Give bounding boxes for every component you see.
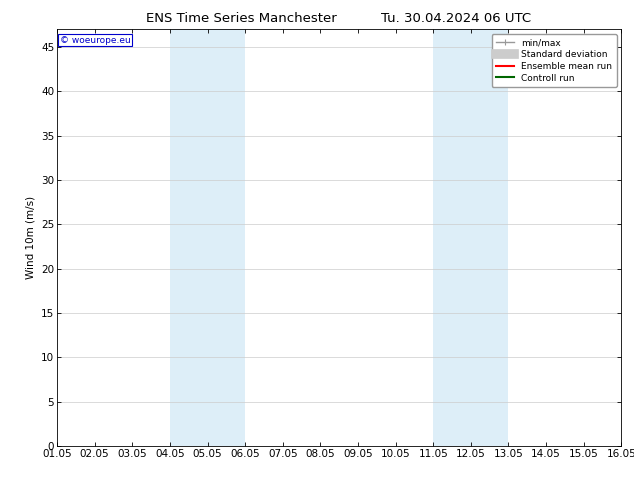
- Bar: [170, 29, 245, 446]
- Text: © woeurope.eu: © woeurope.eu: [60, 36, 131, 45]
- Text: Tu. 30.04.2024 06 UTC: Tu. 30.04.2024 06 UTC: [382, 12, 531, 25]
- Legend: min/max, Standard deviation, Ensemble mean run, Controll run: min/max, Standard deviation, Ensemble me…: [491, 34, 617, 87]
- Bar: [433, 29, 508, 446]
- Text: ENS Time Series Manchester: ENS Time Series Manchester: [146, 12, 336, 25]
- Y-axis label: Wind 10m (m/s): Wind 10m (m/s): [25, 196, 36, 279]
